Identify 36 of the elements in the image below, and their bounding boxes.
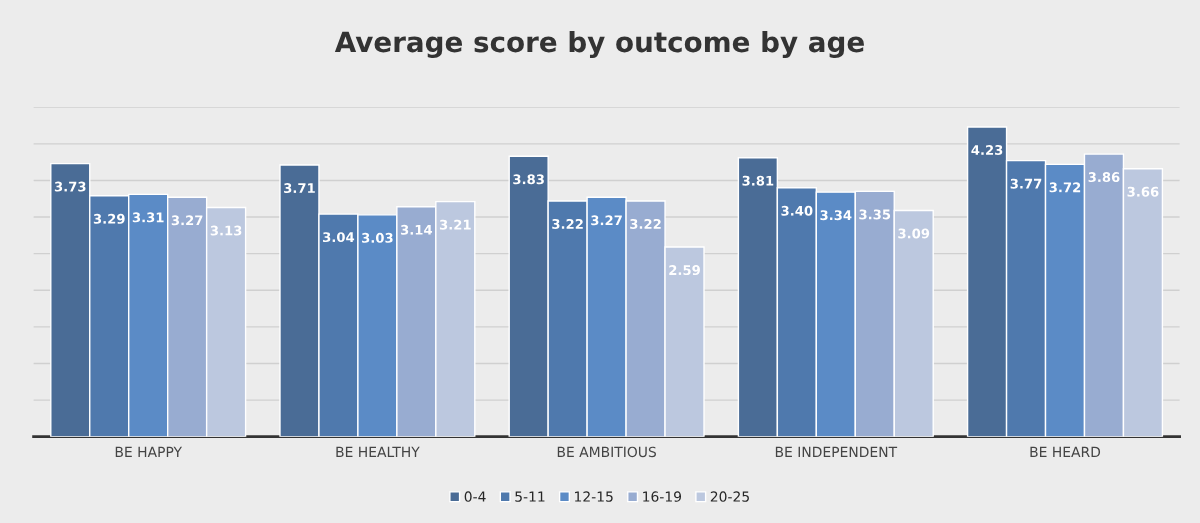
data-label: 3.73 (54, 181, 86, 192)
data-label: 2.59 (669, 265, 700, 276)
legend-label: 20-25 (710, 491, 749, 502)
data-label: 4.23 (971, 145, 1003, 155)
data-label: 3.40 (781, 205, 813, 216)
data-label: 3.13 (210, 225, 242, 236)
data-label: 3.29 (93, 213, 125, 224)
data-label: 3.81 (742, 175, 774, 186)
data-label: 3.21 (439, 219, 471, 230)
legend-label: 0-4 (464, 491, 486, 502)
x-tick-label: BE HEARD (1030, 446, 1101, 457)
chart-title: Average score by outcome by age (334, 30, 864, 59)
legend-label: 12-15 (575, 491, 613, 502)
data-label: 3.71 (284, 183, 315, 194)
data-label: 3.03 (362, 232, 393, 243)
x-tick-label: BE AMBITIOUS (557, 446, 656, 458)
data-label: 3.34 (820, 210, 852, 221)
data-label: 3.35 (859, 209, 891, 220)
data-label: 3.66 (1127, 186, 1159, 197)
data-label: 3.77 (1010, 178, 1042, 189)
data-label: 3.22 (552, 218, 583, 229)
data-label: 3.22 (630, 218, 661, 229)
data-label: 3.14 (400, 224, 433, 235)
data-label: 3.31 (132, 212, 164, 223)
data-label: 3.86 (1088, 172, 1120, 183)
data-label: 3.04 (323, 232, 355, 243)
data-label: 3.72 (1049, 182, 1081, 193)
x-tick-label: BE HAPPY (115, 446, 183, 457)
x-tick-label: BE INDEPENDENT (775, 446, 898, 457)
data-label: 3.09 (898, 228, 930, 239)
x-tick-label: BE HEALTHY (336, 446, 420, 457)
data-label: 3.27 (591, 215, 622, 226)
data-label: 3.83 (513, 174, 544, 185)
legend-label: 5-11 (515, 491, 545, 502)
data-label: 3.27 (171, 215, 203, 226)
legend-label: 16-19 (643, 491, 682, 502)
